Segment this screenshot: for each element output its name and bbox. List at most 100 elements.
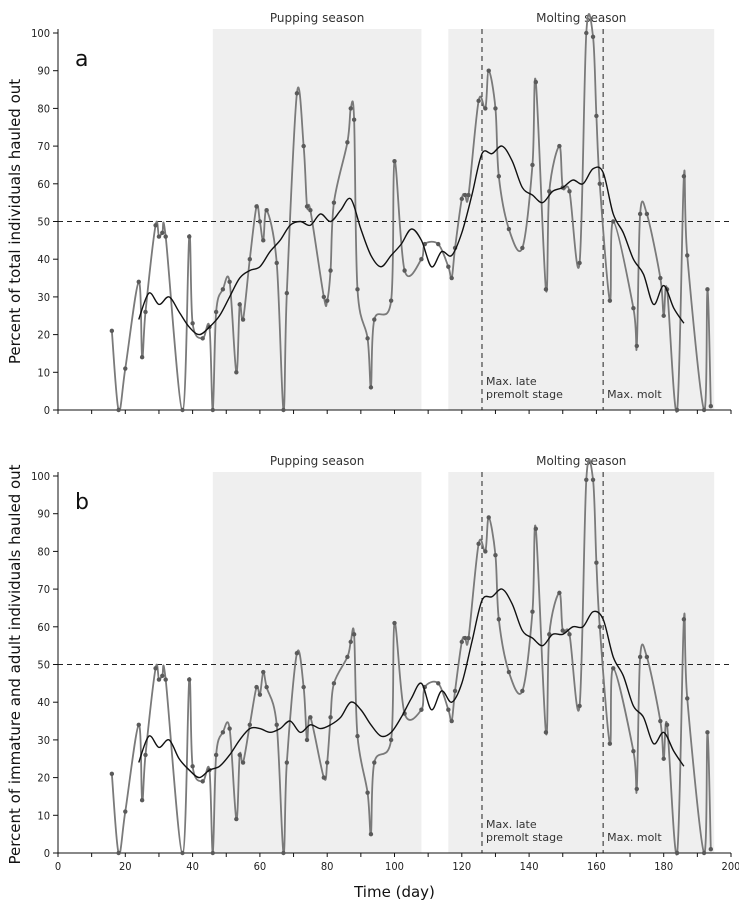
y-tick-label: 20 — [37, 772, 50, 785]
data-point — [547, 189, 552, 194]
season-shade — [212, 472, 422, 853]
data-point — [590, 477, 596, 482]
data-point — [392, 158, 397, 164]
data-point — [220, 730, 226, 735]
data-point — [355, 733, 360, 739]
y-tick-label: 50 — [37, 659, 50, 672]
panel-letter: a — [75, 47, 88, 72]
y-tick-label: 40 — [37, 253, 50, 266]
data-point — [234, 370, 239, 375]
y-tick-label: 40 — [37, 696, 50, 709]
data-point — [496, 174, 502, 179]
data-point — [533, 79, 539, 85]
data-point — [419, 707, 424, 712]
data-point — [388, 298, 394, 303]
season-label: Pupping season — [270, 454, 364, 468]
x-tick-label: 120 — [452, 860, 471, 873]
data-point — [705, 287, 710, 292]
data-point — [123, 366, 128, 371]
data-point — [301, 684, 306, 690]
data-point — [701, 407, 707, 413]
data-point — [577, 703, 582, 709]
data-point — [328, 268, 333, 273]
data-point — [240, 760, 246, 765]
data-point — [351, 117, 357, 122]
data-point — [345, 140, 350, 145]
data-point — [506, 226, 512, 232]
data-point — [261, 669, 266, 675]
data-point — [392, 620, 397, 626]
data-point — [294, 91, 300, 96]
data-point — [304, 204, 310, 209]
data-point — [436, 681, 441, 686]
data-point — [466, 635, 471, 641]
data-point — [234, 816, 239, 822]
data-point — [567, 189, 572, 194]
data-point — [153, 223, 158, 228]
data-point — [284, 760, 290, 765]
data-point — [190, 764, 195, 769]
data-point — [543, 730, 549, 735]
marker-label: premolt stage — [486, 831, 563, 844]
data-point — [661, 756, 666, 761]
data-point — [611, 666, 616, 671]
x-axis-label: Time (day) — [353, 883, 435, 901]
data-point — [301, 143, 306, 149]
series-line-mean — [138, 588, 685, 779]
data-point — [153, 666, 158, 671]
data-point — [674, 407, 680, 413]
data-point — [136, 722, 141, 728]
data-point — [237, 752, 242, 758]
data-point — [348, 106, 353, 111]
data-point — [156, 234, 162, 239]
season-label: Molting season — [536, 454, 626, 468]
data-point — [368, 831, 374, 837]
data-point — [257, 692, 263, 697]
data-point — [163, 234, 168, 239]
data-point — [274, 260, 279, 266]
data-point — [584, 30, 589, 36]
data-point — [520, 688, 525, 694]
data-point — [331, 681, 337, 686]
data-point — [247, 257, 253, 262]
y-tick-label: 0 — [44, 847, 50, 860]
data-point — [257, 219, 263, 224]
y-tick-label: 100 — [31, 470, 50, 483]
data-point — [220, 287, 226, 292]
data-point — [227, 726, 232, 731]
data-point — [486, 515, 491, 520]
data-point — [607, 298, 613, 303]
data-point — [365, 336, 370, 341]
data-point — [631, 306, 636, 311]
data-point — [210, 850, 215, 856]
x-tick-label: 60 — [254, 860, 267, 873]
series-line-mean — [138, 145, 685, 336]
data-point — [213, 752, 219, 758]
data-point — [705, 730, 710, 735]
season-label: Molting season — [536, 11, 626, 25]
y-tick-label: 70 — [37, 140, 50, 153]
data-point — [237, 302, 242, 307]
x-tick-label: 140 — [520, 860, 539, 873]
data-point — [156, 677, 162, 682]
data-point — [321, 775, 327, 780]
data-point — [372, 317, 377, 322]
data-point — [281, 850, 286, 856]
data-point — [160, 673, 165, 679]
data-point — [328, 715, 333, 720]
marker-label: Max. molt — [607, 831, 662, 844]
data-point — [449, 718, 454, 724]
data-point — [365, 790, 370, 795]
data-point — [180, 407, 185, 413]
data-point — [520, 245, 525, 251]
data-point — [543, 287, 549, 292]
x-tick-label: 160 — [587, 860, 606, 873]
data-point — [661, 313, 666, 318]
data-point — [247, 722, 253, 728]
y-tick-label: 30 — [37, 291, 50, 304]
data-point — [227, 279, 232, 285]
y-tick-label: 100 — [31, 27, 50, 40]
data-point — [644, 654, 650, 660]
data-point — [331, 200, 337, 205]
data-point — [180, 850, 185, 856]
